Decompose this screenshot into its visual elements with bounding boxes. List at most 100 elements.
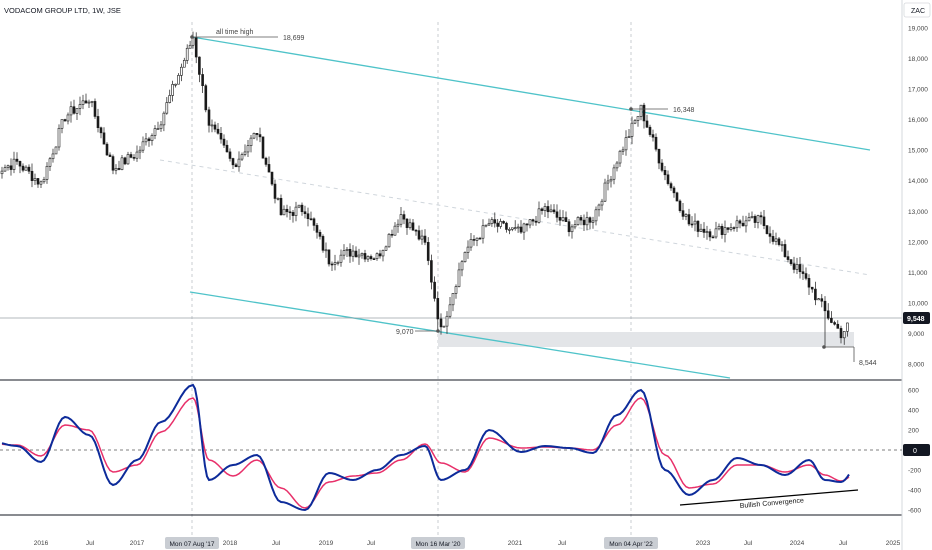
time-tick-label: Jul xyxy=(86,540,95,547)
candle-up xyxy=(191,37,195,46)
candle-up xyxy=(39,181,43,185)
candle-up xyxy=(543,206,547,211)
candle-down xyxy=(261,136,265,159)
low-2024-marker-dot xyxy=(822,345,826,349)
candle-up xyxy=(454,286,458,294)
time-tick-label: Jul xyxy=(744,540,753,547)
channel-lower-line[interactable] xyxy=(189,291,731,379)
candle-down xyxy=(430,260,433,283)
candle-down xyxy=(836,323,840,329)
candle-down xyxy=(267,164,271,173)
candle-down xyxy=(669,183,673,189)
candle-down xyxy=(273,183,277,199)
oscillator-zero-value: 0 xyxy=(913,448,917,455)
candle-up xyxy=(249,137,253,146)
candle-down xyxy=(645,120,649,128)
time-tick-label: 2021 xyxy=(508,540,523,547)
candle-down xyxy=(439,318,443,328)
price-tick-label: 19,000 xyxy=(908,26,928,33)
price-axis[interactable]: 19,000 18,000 17,000 16,000 15,000 14,000 13,0… xyxy=(908,26,928,369)
candle-up xyxy=(457,269,461,287)
candle-down xyxy=(765,225,769,234)
channel-upper-line[interactable] xyxy=(191,36,871,151)
candle-up xyxy=(180,66,183,76)
candle-up xyxy=(351,250,355,257)
regression-channel[interactable] xyxy=(159,36,871,379)
candle-down xyxy=(417,230,421,240)
candle-down xyxy=(792,263,796,270)
candle-up xyxy=(693,220,697,225)
oscillator-main-line xyxy=(1,383,850,512)
candle-down xyxy=(804,273,808,279)
candle-down xyxy=(675,192,679,202)
candle-up xyxy=(135,151,139,159)
candle-down xyxy=(228,151,232,159)
candle-up xyxy=(6,165,10,168)
candle-down xyxy=(711,236,715,239)
ath-value: 18,699 xyxy=(283,35,305,42)
candle-up xyxy=(156,128,160,130)
candle-up xyxy=(633,120,637,124)
candle-up xyxy=(549,209,553,213)
oscillator-tick-label: -600 xyxy=(908,508,921,515)
candle-up xyxy=(144,138,148,143)
oscillator-axis[interactable]: 600 400 200 -200 -400 -600 xyxy=(908,388,921,515)
candle-down xyxy=(830,317,833,323)
candle-down xyxy=(660,162,664,171)
candle-up xyxy=(723,227,727,235)
candle-up xyxy=(177,75,180,85)
candle-down xyxy=(63,119,67,122)
candle-down xyxy=(354,250,358,258)
price-tick-label: 8,000 xyxy=(908,362,925,369)
oscillator-pane[interactable]: Bullish Convergence xyxy=(0,383,902,512)
time-tick-label: 2025 xyxy=(886,540,901,547)
candle-up xyxy=(451,293,455,306)
candle-down xyxy=(129,154,133,158)
candle-up xyxy=(699,228,703,232)
candle-down xyxy=(531,219,535,222)
candle-down xyxy=(552,209,556,213)
bullish-convergence-line[interactable] xyxy=(679,489,859,506)
candle-down xyxy=(657,148,661,164)
candle-up xyxy=(384,246,388,251)
candle-down xyxy=(204,85,208,111)
low-2020-marker-dot xyxy=(436,329,440,333)
current-price-tag xyxy=(903,312,930,324)
price-tick-label: 15,000 xyxy=(908,148,928,155)
candle-up xyxy=(387,233,391,248)
candle-up xyxy=(174,83,177,86)
candle-down xyxy=(30,170,34,181)
currency-box[interactable] xyxy=(903,2,931,18)
candle-down xyxy=(502,221,505,224)
candle-up xyxy=(600,200,604,206)
candle-down xyxy=(833,322,836,325)
candle-up xyxy=(159,124,163,129)
candle-up xyxy=(481,225,485,239)
candle-up xyxy=(240,154,244,160)
candle-down xyxy=(564,217,568,222)
candle-down xyxy=(654,136,658,150)
candle-up xyxy=(621,149,625,152)
candle-up xyxy=(252,133,256,139)
candle-down xyxy=(390,233,394,236)
crosshair-date-tags: Mon 07 Aug '17 Mon 16 Mar '20 Mon 04 Apr '… xyxy=(165,537,658,549)
candle-up xyxy=(171,84,174,96)
candle-up xyxy=(408,222,412,228)
candle-down xyxy=(84,100,88,104)
candle-down xyxy=(651,134,655,138)
candle-up xyxy=(609,178,613,182)
ath-label: all time high xyxy=(216,29,253,36)
candle-down xyxy=(207,109,211,126)
time-tick-label: 2017 xyxy=(130,540,145,547)
candle-up xyxy=(360,253,364,256)
candle-down xyxy=(519,226,523,233)
candle-up xyxy=(276,198,280,200)
candle-down xyxy=(321,236,325,251)
candle-down xyxy=(666,174,670,184)
oscillator-signal-line xyxy=(1,397,850,509)
candle-up xyxy=(297,204,301,208)
time-axis[interactable]: 2016 Jul 2017 2018 Jul 2019 Jul 2021 Jul 2023 Jul 2… xyxy=(34,540,901,547)
candle-up xyxy=(0,170,4,175)
candle-down xyxy=(231,158,235,166)
